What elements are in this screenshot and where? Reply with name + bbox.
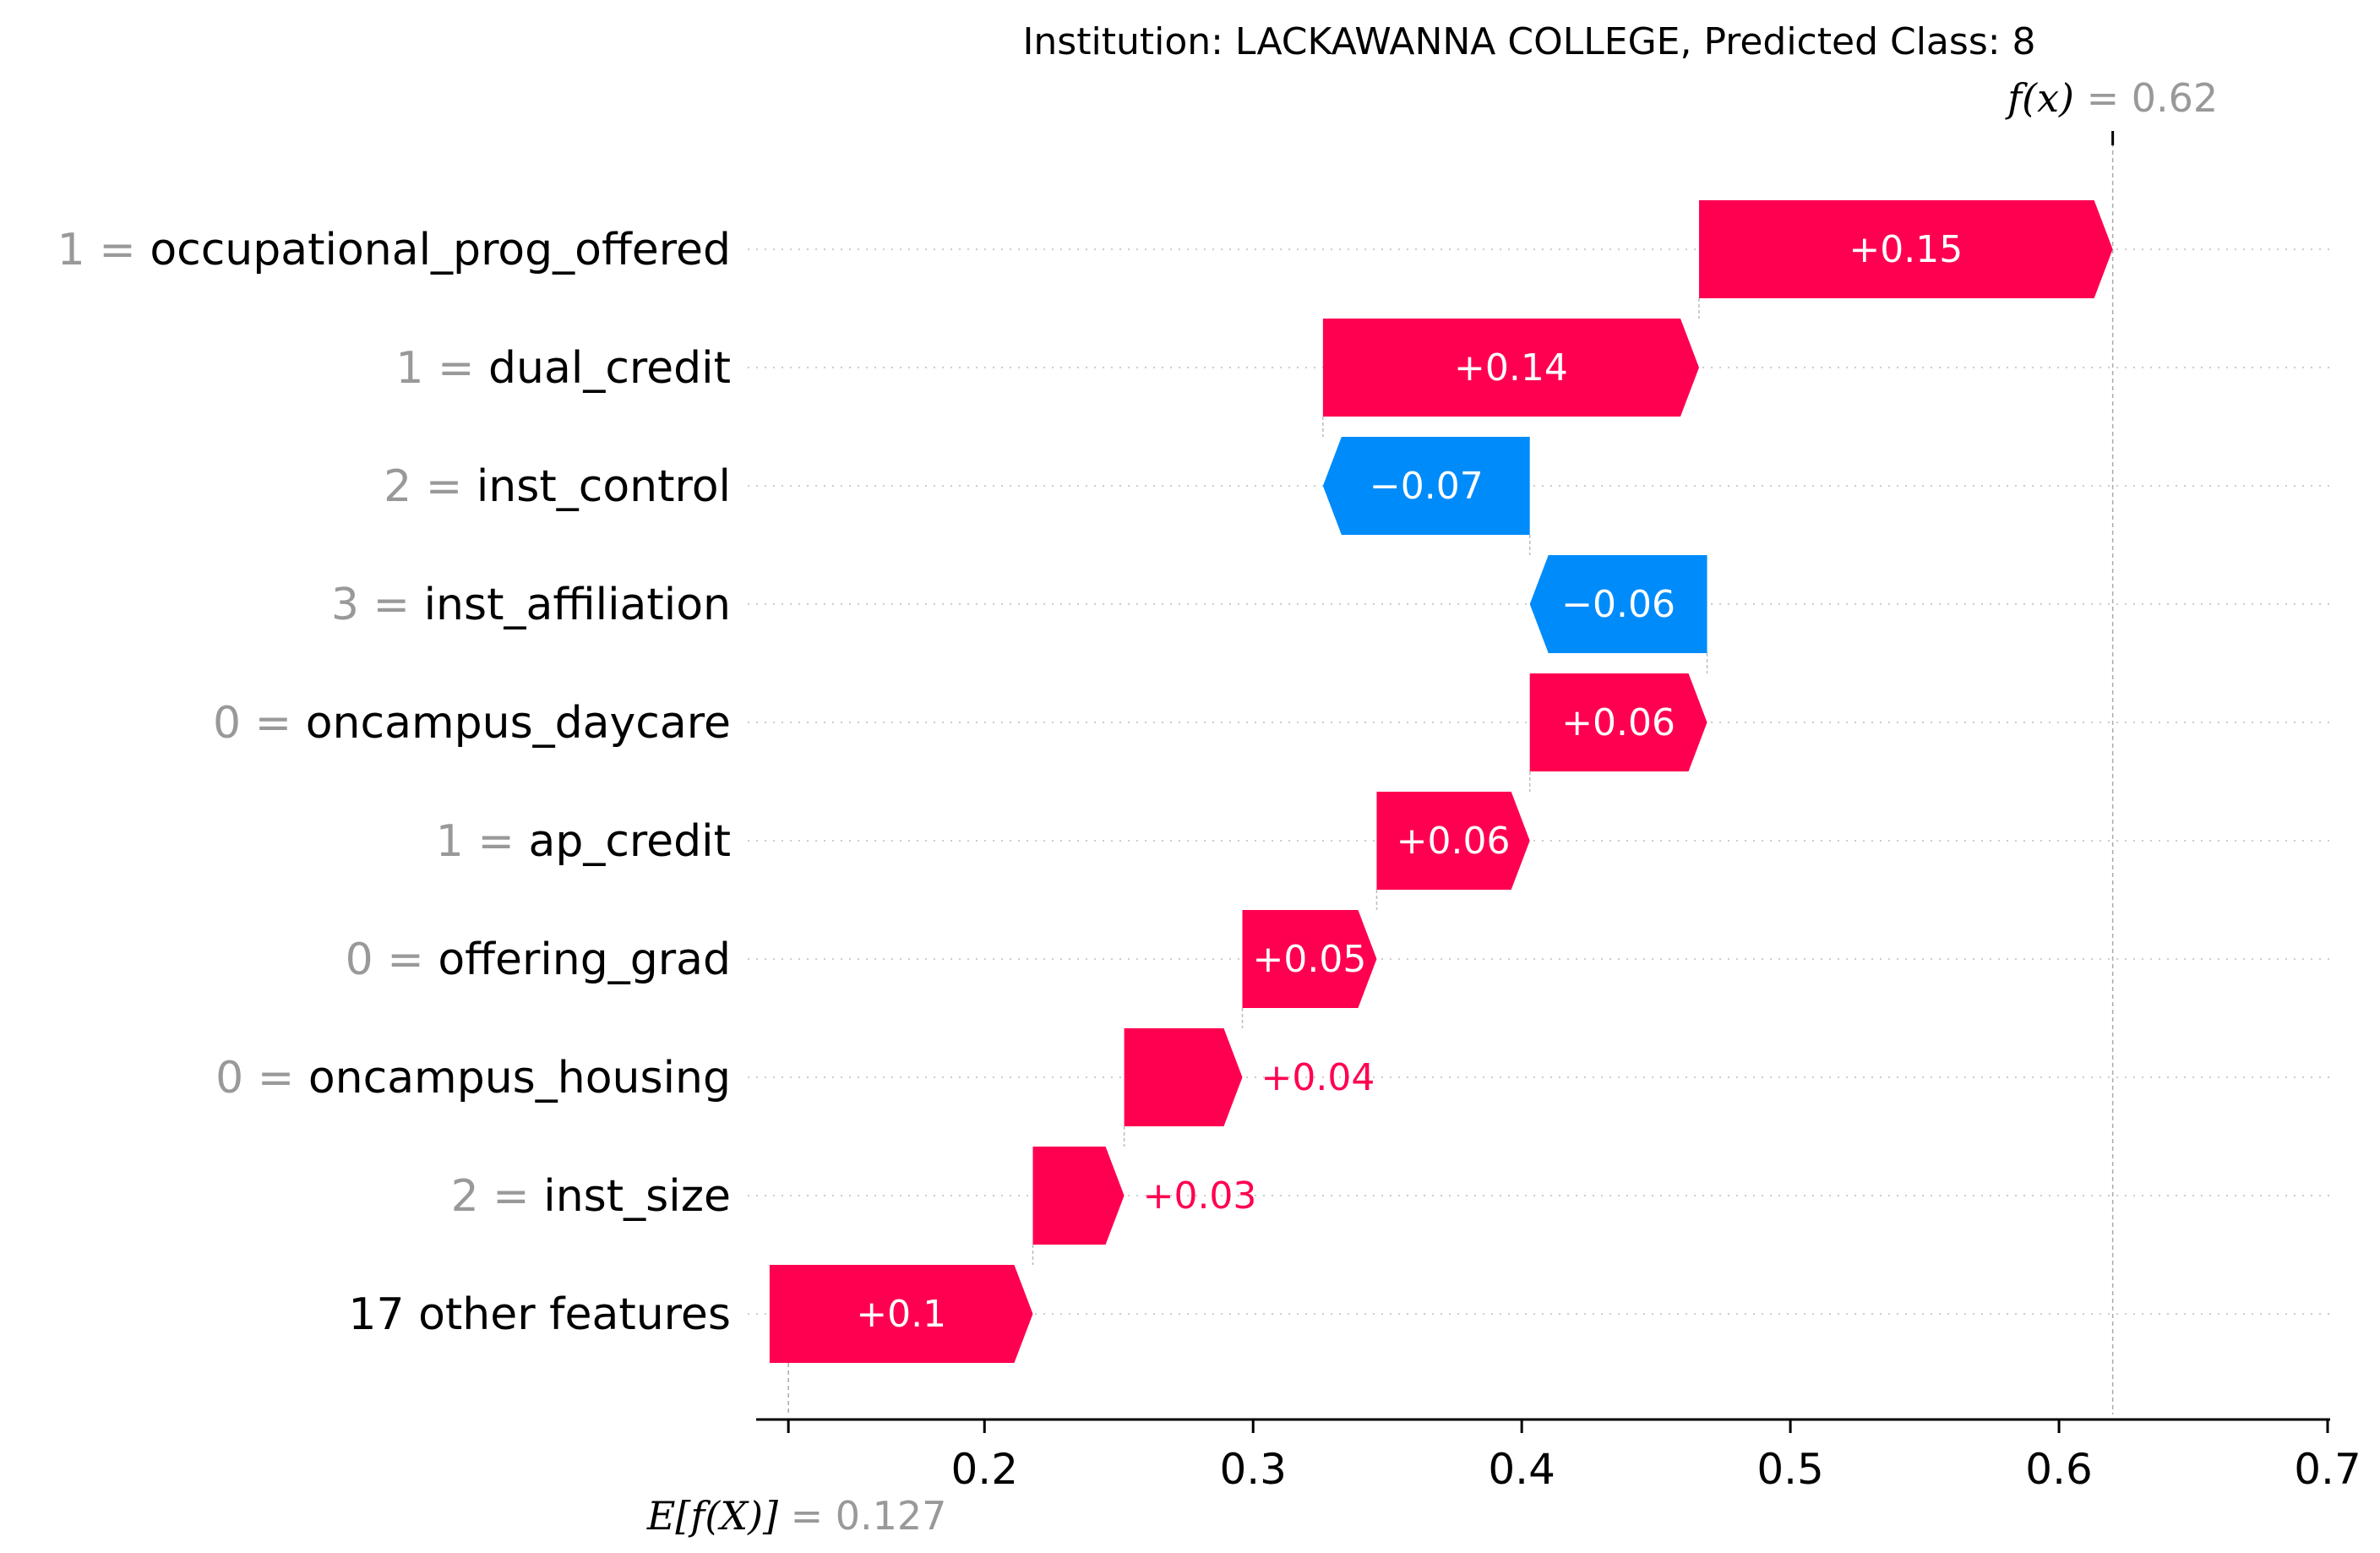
- positive-bar: [1529, 673, 1707, 771]
- feature-label: 0 = oncampus_housing: [215, 1053, 731, 1103]
- bar-value-label: −0.07: [1370, 465, 1484, 508]
- bar-value-label: +0.03: [1143, 1174, 1257, 1218]
- x-tick-label: 0.3: [1219, 1445, 1287, 1494]
- bar-value-label: +0.1: [856, 1293, 946, 1336]
- feature-label: 2 = inst_control: [384, 461, 731, 512]
- bar-value-label: +0.14: [1454, 346, 1568, 390]
- positive-bar: [1376, 792, 1530, 890]
- feature-label: 1 = dual_credit: [395, 343, 731, 394]
- feature-label: 3 = inst_affiliation: [331, 580, 731, 630]
- x-axis: 0.2 0.3 0.4 0.5 0.6 0.7 E[f(X)] = 0.127: [646, 131, 2361, 1539]
- bar-layer: [769, 200, 2113, 1363]
- bar-value-label: +0.04: [1261, 1056, 1375, 1099]
- negative-bar: [1529, 555, 1707, 653]
- bar-value-label: −0.06: [1561, 583, 1675, 626]
- bar-value-label: +0.05: [1253, 938, 1367, 981]
- feature-label: 1 = ap_credit: [436, 816, 731, 867]
- positive-bar: [1699, 200, 2113, 298]
- x-tick-label: 0.4: [1488, 1445, 1555, 1494]
- label-layer: +0.15 1 = occupational_prog_offered +0.14 1…: [57, 75, 2219, 1340]
- feature-label: 0 = offering_grad: [346, 935, 731, 985]
- efx-label: E[f(X)] = 0.127: [646, 1493, 947, 1539]
- bar-value-label: +0.06: [1397, 820, 1511, 863]
- bar-value-label: +0.15: [1849, 228, 1963, 271]
- fx-label: f(x) = 0.62: [2005, 75, 2218, 121]
- chart-title: Institution: LACKAWANNA COLLEGE, Predict…: [1022, 20, 2035, 63]
- feature-label: 17 other features: [348, 1289, 731, 1340]
- positive-bar: [1124, 1028, 1243, 1126]
- feature-label: 0 = oncampus_daycare: [213, 698, 731, 749]
- x-tick-label: 0.2: [950, 1445, 1018, 1494]
- guide-layer: [787, 135, 2114, 1414]
- positive-bar: [1032, 1147, 1125, 1245]
- feature-label: 2 = inst_size: [451, 1171, 731, 1222]
- bar-value-label: +0.06: [1561, 701, 1675, 744]
- positive-bar: [1322, 319, 1699, 417]
- x-tick-label: 0.7: [2294, 1445, 2361, 1494]
- x-tick-label: 0.6: [2025, 1445, 2093, 1494]
- negative-bar: [1322, 437, 1530, 535]
- positive-bar: [1242, 910, 1377, 1008]
- feature-label: 1 = occupational_prog_offered: [57, 225, 731, 275]
- x-tick-label: 0.5: [1756, 1445, 1824, 1494]
- positive-bar: [769, 1265, 1033, 1363]
